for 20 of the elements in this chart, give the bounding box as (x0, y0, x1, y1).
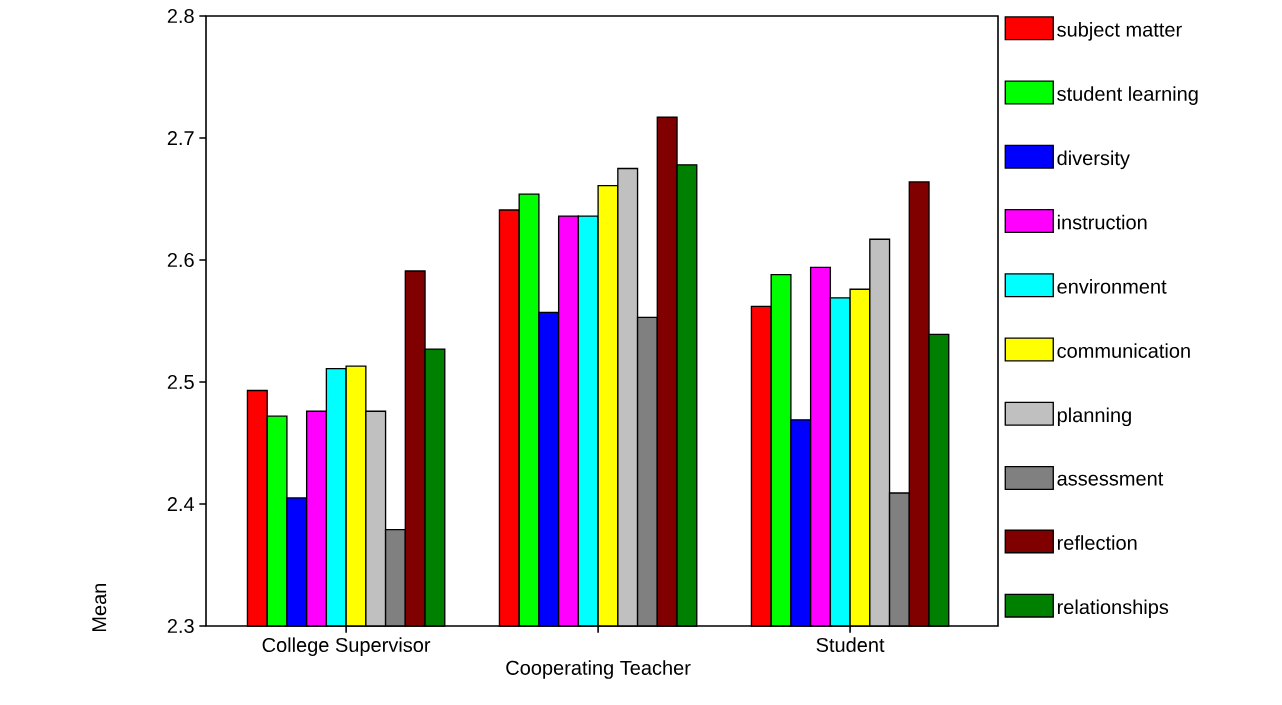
x-tick-label: Student (816, 637, 885, 653)
x-tick-label: Cooperating Teacher (506, 660, 691, 679)
legend-label: environment (1057, 279, 1167, 294)
y-tick-label: 2.3 (167, 618, 194, 634)
legend-label: student learning (1057, 86, 1198, 105)
legend-label: planning (1057, 407, 1131, 427)
legend-label: assessment (1057, 472, 1164, 486)
legend-label: relationships (1057, 599, 1169, 619)
y-tick-label: 2.8 (167, 8, 194, 24)
y-tick-label: 2.4 (167, 497, 195, 511)
legend-label: instruction (1057, 214, 1147, 230)
x-tick-label: College Supervisor (262, 637, 431, 656)
legend-label: subject matter (1057, 22, 1182, 41)
legend-label: diversity (1057, 150, 1130, 170)
legend-label: communication (1057, 343, 1190, 358)
y-tick-label: 2.7 (167, 131, 194, 145)
y-tick-label: 2.5 (167, 374, 194, 390)
legend-label: reflection (1057, 535, 1137, 550)
y-tick-label: 2.6 (167, 252, 194, 268)
y-axis-title: Mean (92, 583, 107, 632)
